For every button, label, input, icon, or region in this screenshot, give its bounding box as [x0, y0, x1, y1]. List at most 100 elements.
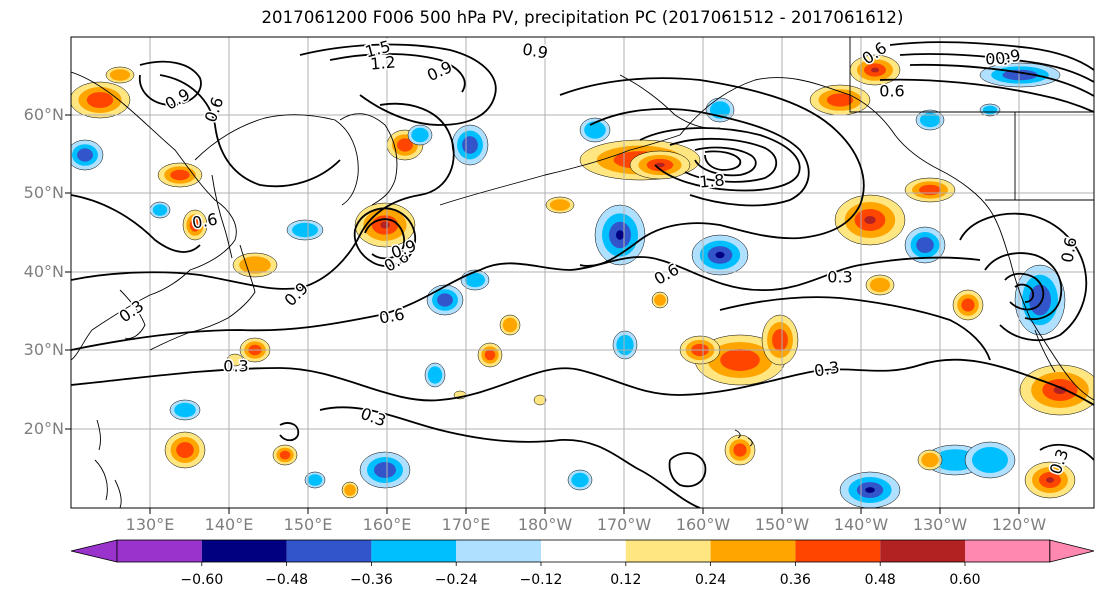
precip-patch	[871, 67, 879, 73]
colorbar-tick-label: −0.60	[180, 572, 224, 588]
contour-0.6-aleut	[559, 77, 865, 267]
contour-nw-jet-4	[879, 78, 1094, 113]
coast-namerica	[989, 209, 1094, 401]
contour-ne-low-4	[1014, 283, 1035, 303]
precip-patch	[982, 105, 998, 115]
colorbar-extend-left	[70, 539, 118, 563]
colorbar-tick-label: 0.36	[779, 572, 811, 588]
lon-label: 120°W	[991, 515, 1047, 534]
precip-patch	[655, 162, 665, 168]
colorbar-segment	[286, 540, 372, 562]
contour-label: 1.2	[369, 52, 396, 73]
lon-label: 130°E	[125, 515, 175, 534]
precip-patch	[86, 92, 114, 108]
precip-patch	[869, 277, 891, 293]
contour-0.3-lowlat	[319, 406, 701, 508]
coast-sakhalin	[211, 174, 233, 259]
contour-label: 0.3	[223, 357, 248, 376]
precip-patch	[239, 256, 271, 274]
precip-patch	[279, 450, 291, 460]
coast-kamchatka	[339, 113, 398, 206]
colorbar-segment	[456, 540, 541, 562]
contour-label: 1.5	[363, 37, 393, 62]
contour-low-inner	[704, 150, 742, 171]
colorbar-border	[116, 539, 1051, 563]
colorbar-tick-label: −0.12	[519, 572, 563, 588]
map-title: 2017061200 F006 500 hPa PV, precipitatio…	[261, 8, 904, 27]
contour-1.2-low	[639, 127, 801, 192]
precip-patch	[292, 222, 318, 238]
colorbar-segment	[880, 540, 965, 562]
precip-patch	[571, 472, 589, 488]
coast-okhotsk	[194, 114, 359, 206]
precip-patch	[584, 121, 606, 139]
contour-cutoff-1	[353, 207, 417, 267]
lat-label: 20°N	[23, 419, 64, 438]
precip-patch	[972, 447, 1008, 473]
contour-sw-small	[279, 422, 300, 442]
lon-label: 160°E	[362, 515, 412, 534]
precip-patch	[189, 218, 201, 232]
precip-patch	[464, 272, 486, 288]
lon-label: 170°W	[596, 515, 652, 534]
pv-contours	[71, 41, 1094, 508]
contour-label: 0.6	[879, 82, 904, 101]
coast-philippines	[94, 459, 122, 508]
precip-patch	[933, 449, 977, 471]
contour-label: 0.9	[985, 50, 1010, 69]
precip-patch	[616, 230, 624, 240]
precip-patch	[533, 394, 547, 406]
precip-patch	[1002, 69, 1038, 81]
contour-nw-jet-2	[899, 53, 1094, 83]
precip-patch	[462, 136, 478, 154]
precip-patch	[919, 184, 941, 196]
lon-label: 150°E	[283, 515, 333, 534]
lat-label: 50°N	[23, 183, 64, 202]
precip-patch	[397, 138, 413, 152]
precip-patch	[109, 69, 131, 81]
contour-0.6-north	[159, 74, 341, 188]
contour-ring-ne-corner	[1039, 443, 1094, 461]
precip-patch	[865, 487, 875, 493]
colorbar-segment	[710, 540, 796, 562]
contour-0.3-mid	[719, 296, 991, 361]
lat-label: 30°N	[23, 340, 64, 359]
colorbar-tick-label: 0.60	[949, 572, 981, 588]
colorbar-extend-right	[1049, 539, 1095, 563]
colorbar-tick-label: −0.36	[349, 572, 393, 588]
contour-nw-jet-1	[889, 41, 1094, 71]
colorbar-segment	[965, 540, 1050, 562]
lat-label: 40°N	[23, 262, 64, 281]
precip-patch	[961, 298, 975, 312]
contour-se-small	[668, 452, 707, 488]
coast-alaska	[679, 77, 991, 211]
contour-0.9-nw	[71, 194, 201, 253]
colorbar-segment	[541, 540, 626, 562]
coast-aleutians	[439, 134, 681, 206]
contour-1.8-low	[694, 146, 757, 177]
coast-asia	[71, 71, 237, 361]
contour-label: 1.8	[698, 170, 725, 191]
lon-label: 170°E	[441, 515, 491, 534]
precip-patch	[77, 148, 93, 162]
precip-patch	[226, 353, 244, 367]
contour-ring-west	[138, 60, 202, 106]
contour-label: 0.6	[191, 209, 219, 232]
coastlines	[71, 37, 1094, 508]
precip-patch	[1046, 477, 1054, 483]
precip-patch	[919, 112, 941, 128]
coast-baja	[1034, 329, 1056, 373]
precip-patch	[826, 93, 854, 107]
lon-label: 130°W	[912, 515, 968, 534]
axis-ticks	[65, 114, 1020, 514]
lon-label: 160°W	[675, 515, 731, 534]
contour-ne-low-3	[1004, 272, 1045, 311]
precip-patch	[654, 294, 666, 306]
colorbar-segment	[625, 540, 711, 562]
precip-patch	[374, 462, 396, 478]
precip-patch	[1053, 386, 1067, 394]
contour-ring-high	[299, 43, 497, 126]
contour-ne-low-1	[959, 212, 1088, 342]
contour-ne-low-2	[984, 252, 1063, 320]
lon-label: 140°W	[833, 515, 889, 534]
